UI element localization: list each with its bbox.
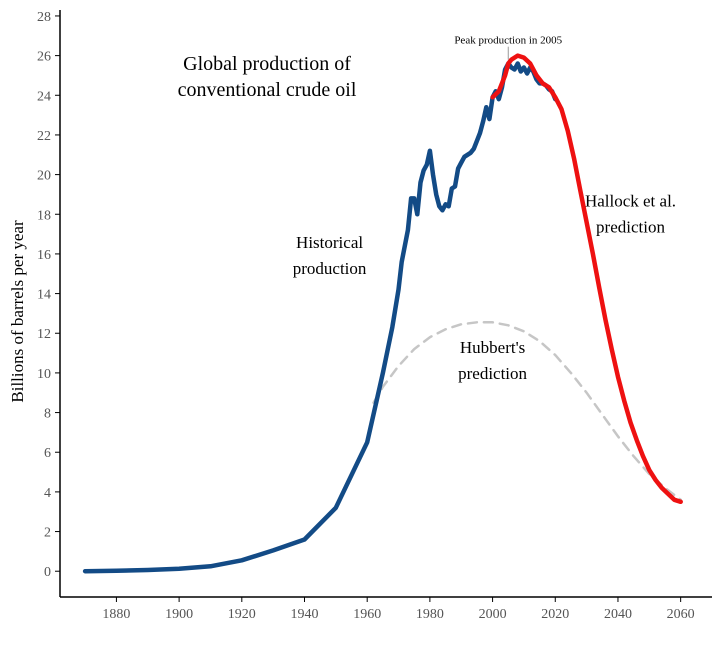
y-tick-label: 4 xyxy=(44,486,51,501)
y-tick-label: 20 xyxy=(37,169,51,184)
hallock-prediction-label-line: prediction xyxy=(596,217,665,236)
x-tick-label: 1940 xyxy=(291,607,319,622)
hubbert-s-prediction-series-line xyxy=(372,321,682,502)
x-tick-label: 1900 xyxy=(165,607,193,622)
chart-title-line: conventional crude oil xyxy=(178,79,357,101)
x-tick-label: 2000 xyxy=(479,607,507,622)
y-tick-label: 28 xyxy=(37,10,51,25)
chart-series xyxy=(82,53,683,574)
x-tick-label: 1980 xyxy=(416,607,444,622)
historical-production-series-line xyxy=(82,61,558,574)
y-tick-label: 10 xyxy=(37,367,51,382)
hallock-et-al-prediction-series-line xyxy=(490,53,683,505)
y-axis-label: Billions of barrels per year xyxy=(8,220,27,403)
y-tick-label: 14 xyxy=(37,288,51,303)
historical-production-label-line: production xyxy=(293,259,367,278)
y-tick-label: 2 xyxy=(44,526,51,541)
hubberts-prediction-label-line: prediction xyxy=(458,364,527,383)
y-tick-label: 26 xyxy=(37,50,51,65)
chart-title-line: Global production of xyxy=(183,53,351,75)
chart-title: Global production of conventional crude o… xyxy=(178,53,357,101)
y-tick-label: 22 xyxy=(37,129,51,144)
historical-production-label-line: Historical xyxy=(296,233,363,252)
y-tick-label: 0 xyxy=(44,565,51,580)
peak-production-label-line: Peak production in 2005 xyxy=(454,35,562,47)
x-tick-label: 2060 xyxy=(667,607,695,622)
y-tick-label: 18 xyxy=(37,208,51,223)
hubberts-prediction-label-line: Hubbert's xyxy=(460,338,525,357)
x-tick-label: 1880 xyxy=(102,607,130,622)
x-tick-label: 1960 xyxy=(353,607,381,622)
peak-production-label: Peak production in 2005 xyxy=(454,35,562,47)
y-tick-label: 6 xyxy=(44,446,51,461)
x-tick-label: 2040 xyxy=(604,607,632,622)
y-tick-label: 8 xyxy=(44,407,51,422)
y-tick-label: 12 xyxy=(37,327,51,342)
historical-production-label: Historical production xyxy=(293,233,367,278)
x-tick-label: 1920 xyxy=(228,607,256,622)
y-tick-label: 24 xyxy=(37,89,51,104)
hubberts-prediction-label: Hubbert's prediction xyxy=(458,338,527,383)
y-tick-label: 16 xyxy=(37,248,51,263)
hallock-prediction-label: Hallock et al. prediction xyxy=(585,191,676,236)
x-tick-label: 2020 xyxy=(541,607,569,622)
hallock-prediction-label-line: Hallock et al. xyxy=(585,191,676,210)
